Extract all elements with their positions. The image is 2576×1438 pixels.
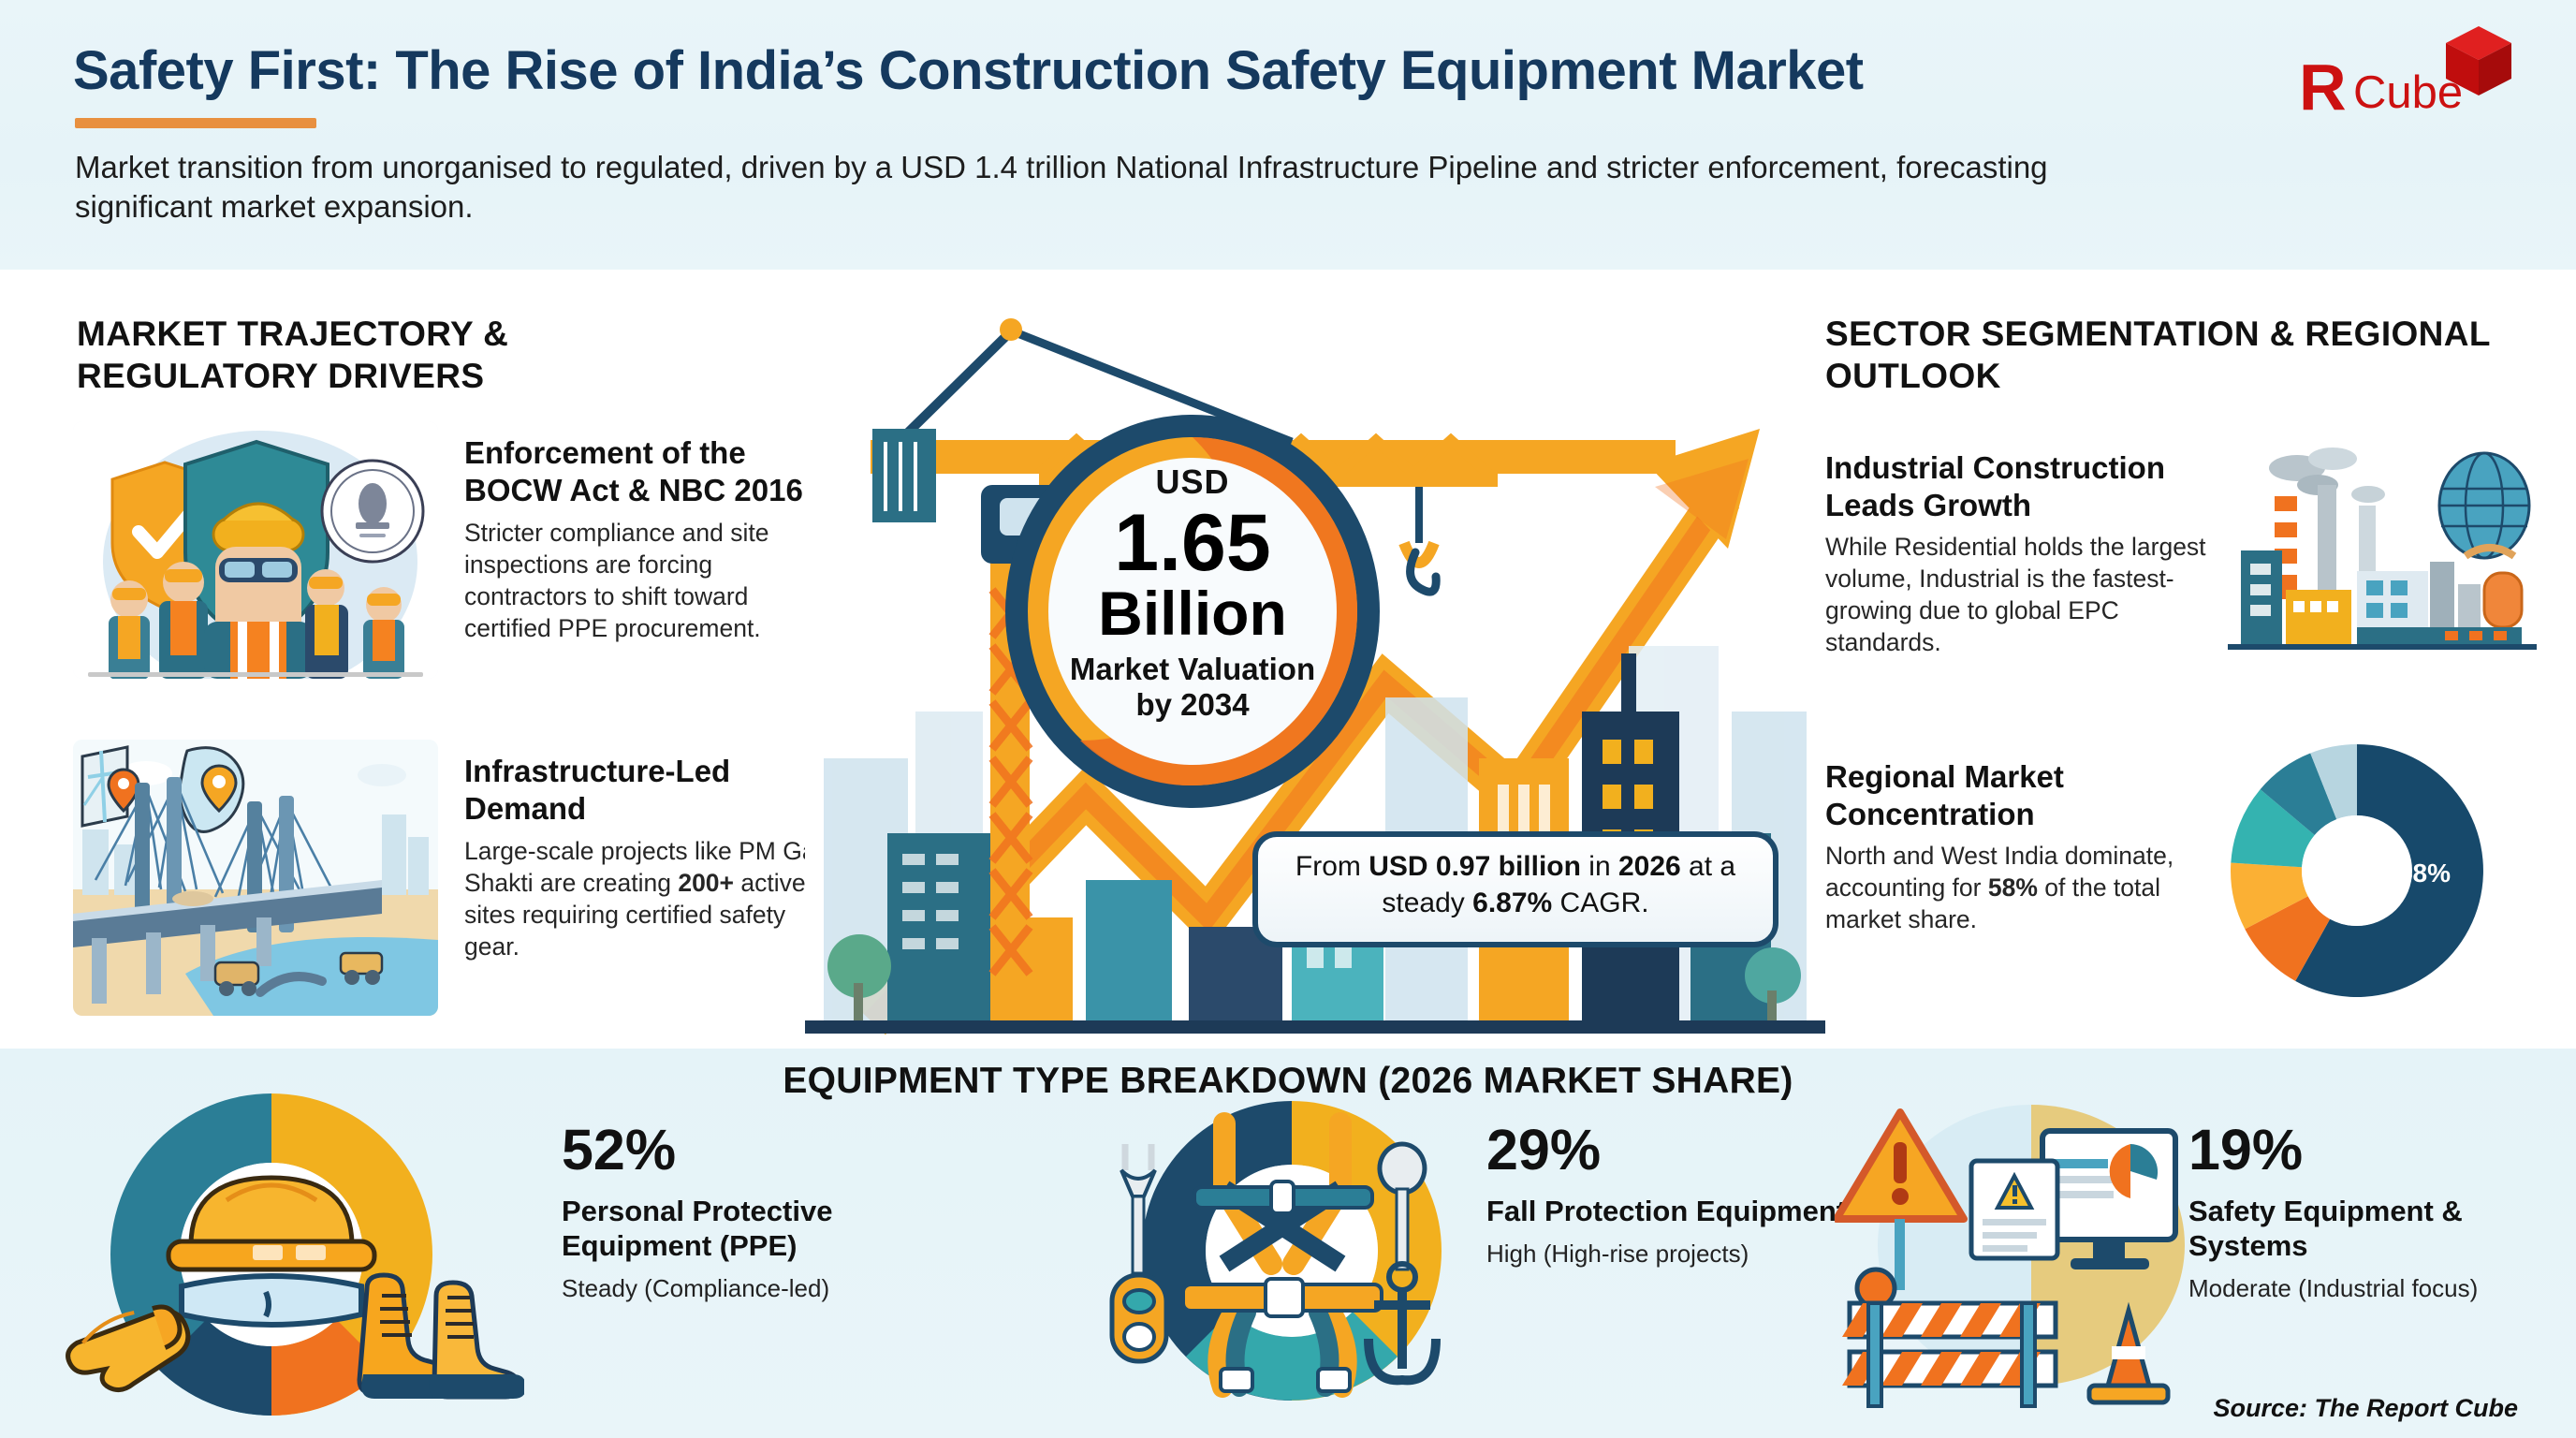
right-item-1-text: Industrial Construction Leads Growth Whi… <box>1825 449 2217 658</box>
bridge-map-illustration <box>73 740 438 1016</box>
right-item-2: Regional Market Concentration North and … <box>1825 744 2537 1011</box>
title-accent-rule <box>75 118 316 128</box>
fall-protection-illustration <box>1105 1077 1479 1423</box>
market-valuation-badge: USD 1.65 Billion Market Valuation by 203… <box>1000 410 1385 813</box>
right-item-1-title: Industrial Construction Leads Growth <box>1825 450 2165 522</box>
header-band: Safety First: The Rise of India’s Constr… <box>0 0 2576 270</box>
left-item-1-body: Stricter compliance and site inspections… <box>464 518 769 642</box>
left-item-1: Enforcement of the BOCW Act & NBC 2016 S… <box>73 421 831 693</box>
badge-unit: Billion <box>1098 579 1287 649</box>
logo-wordmark: Cube <box>2353 67 2464 118</box>
cagr-callout: From USD 0.97 billion in 2026 at a stead… <box>1252 831 1778 947</box>
badge-currency: USD <box>1155 462 1230 501</box>
left-column-heading: MARKET TRAJECTORY & REGULATORY DRIVERS <box>77 315 509 396</box>
right-item-1: Industrial Construction Leads Growth Whi… <box>1825 440 2537 683</box>
bottom-item-3: 19% Safety Equipment & Systems Moderate … <box>1835 1077 2574 1432</box>
svg-text:58%: 58% <box>2398 858 2451 888</box>
badge-value: 1.65 <box>1114 498 1271 588</box>
brand-logo[interactable]: Я Cube <box>2286 17 2520 133</box>
bottom-item-1-label: Personal Protective Equipment (PPE) <box>562 1195 833 1263</box>
cube-icon <box>2446 26 2511 95</box>
left-item-2-text: Infrastructure-Led Demand Large-scale pr… <box>464 753 831 962</box>
bottom-item-2-text: 29% Fall Protection Equipment High (High… <box>1486 1122 1880 1269</box>
source-credit: Source: The Report Cube <box>2213 1394 2518 1422</box>
bottom-item-2-percent: 29% <box>1486 1118 1602 1181</box>
bottom-item-2-label: Fall Protection Equipment <box>1486 1195 1847 1227</box>
factory-globe-illustration <box>2228 440 2537 655</box>
bottom-item-1-text: 52% Personal Protective Equipment (PPE) … <box>562 1122 973 1304</box>
right-item-2-text: Regional Market Concentration North and … <box>1825 758 2200 936</box>
bottom-item-1-note: Steady (Compliance-led) <box>562 1274 830 1303</box>
logo-mark-letter: Я <box>2299 51 2347 124</box>
right-column-heading: SECTOR SEGMENTATION & REGIONAL OUTLOOK <box>1825 315 2491 396</box>
left-item-1-text: Enforcement of the BOCW Act & NBC 2016 S… <box>464 434 831 644</box>
right-item-1-body: While Residential holds the largest volu… <box>1825 532 2206 656</box>
badge-caption-line1: Market Valuation <box>1069 651 1316 686</box>
regional-share-donut-chart: 58% <box>2217 730 2497 1011</box>
right-item-2-body: North and West India dominate, accountin… <box>1825 841 2174 933</box>
crane <box>871 318 1676 1020</box>
ppe-illustration <box>37 1077 524 1432</box>
bottom-item-3-percent: 19% <box>2188 1118 2304 1181</box>
left-item-2: Infrastructure-Led Demand Large-scale pr… <box>73 740 831 1020</box>
bottom-item-2: 29% Fall Protection Equipment High (High… <box>1105 1077 1966 1432</box>
left-item-1-title: Enforcement of the BOCW Act & NBC 2016 <box>464 435 803 507</box>
bottom-item-1: 52% Personal Protective Equipment (PPE) … <box>37 1077 973 1432</box>
bottom-heading: EQUIPMENT TYPE BREAKDOWN (2026 MARKET SH… <box>783 1061 1793 1101</box>
safety-systems-illustration <box>1835 1077 2200 1423</box>
page-subtitle: Market transition from unorganised to re… <box>75 150 2048 225</box>
bottom-item-2-note: High (High-rise projects) <box>1486 1240 1749 1269</box>
bottom-item-3-label: Safety Equipment & Systems <box>2188 1195 2463 1263</box>
bottom-item-1-percent: 52% <box>562 1118 677 1181</box>
right-item-2-title: Regional Market Concentration <box>1825 759 2064 831</box>
workers-shield-illustration <box>73 421 438 679</box>
left-item-2-body: Large-scale projects like PM Gati Shakti… <box>464 836 828 961</box>
center-illustration: USD 1.65 Billion Market Valuation by 203… <box>805 271 1825 1041</box>
page-title: Safety First: The Rise of India’s Constr… <box>73 40 1864 101</box>
bottom-item-3-text: 19% Safety Equipment & Systems Moderate … <box>2188 1122 2574 1304</box>
cagr-callout-text: From USD 0.97 billion in 2026 at a stead… <box>1295 851 1736 918</box>
badge-caption-line2: by 2034 <box>1135 686 1250 722</box>
bottom-item-3-note: Moderate (Industrial focus) <box>2188 1274 2479 1303</box>
left-item-2-title: Infrastructure-Led Demand <box>464 754 731 826</box>
